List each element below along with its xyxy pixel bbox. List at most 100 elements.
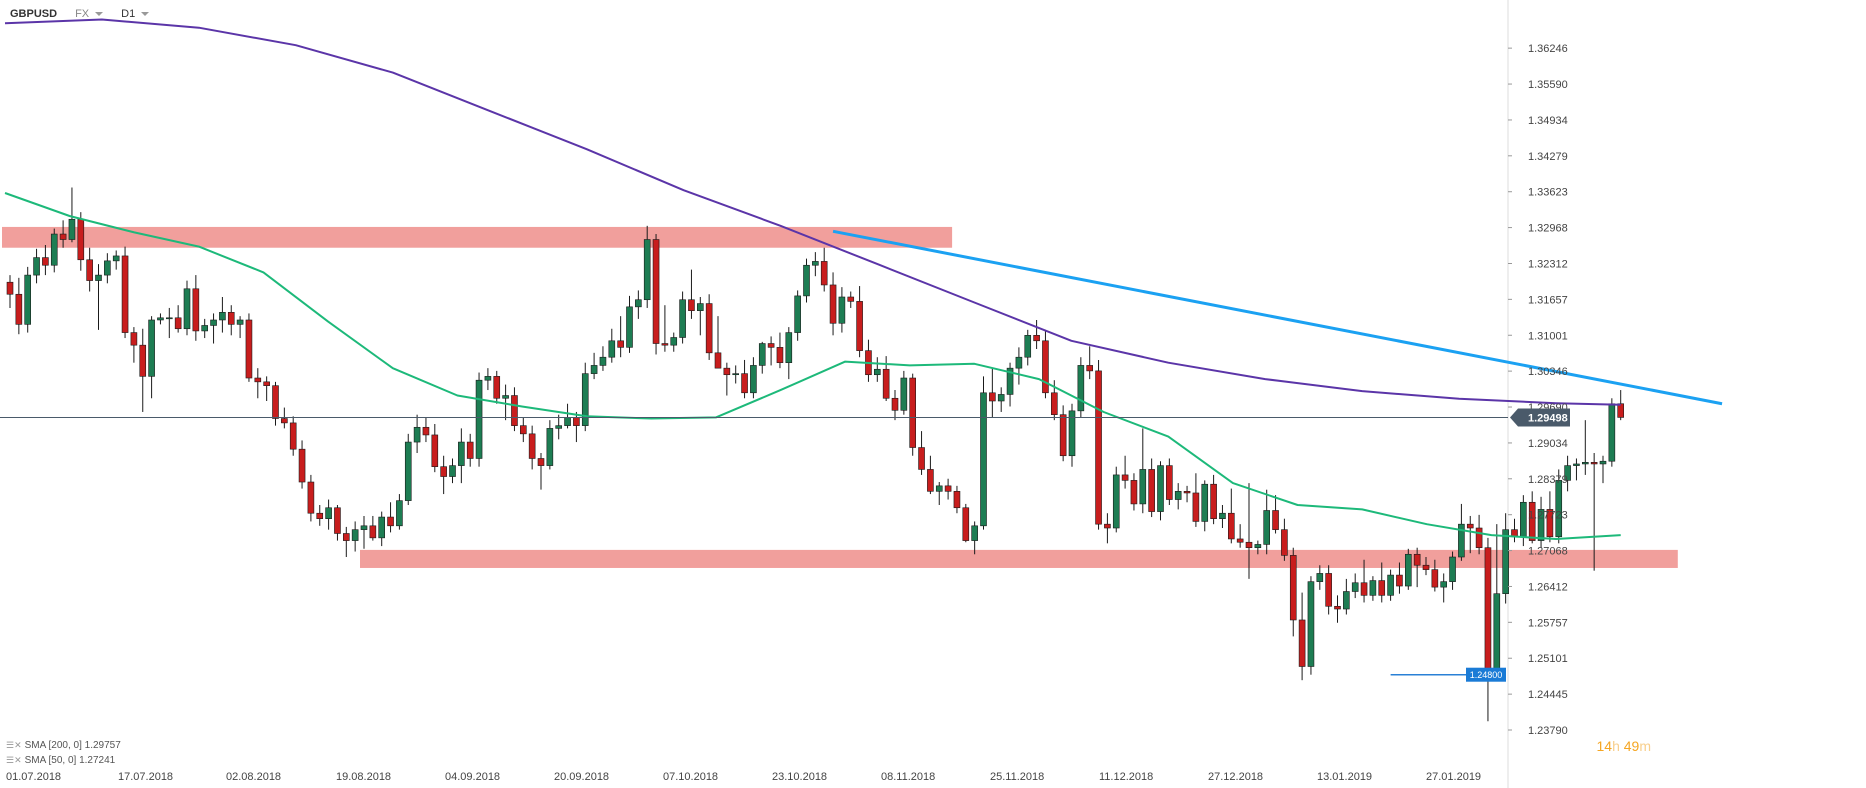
candle-body <box>617 340 624 348</box>
candle-body <box>1210 483 1217 519</box>
x-tick-label: 13.01.2019 <box>1317 771 1372 783</box>
candle-body <box>519 425 527 435</box>
candle-body <box>989 392 996 402</box>
candle-body <box>210 319 217 326</box>
x-tick-label: 11.12.2018 <box>1099 771 1153 783</box>
candle-body <box>1006 367 1014 395</box>
candle-body <box>1413 553 1421 566</box>
y-tick-label: 1.26412 <box>1528 581 1568 593</box>
candle-body <box>1316 573 1324 582</box>
candle-body <box>1475 527 1483 549</box>
candle-body <box>1343 591 1350 610</box>
candle-body <box>1617 403 1624 418</box>
y-tick-label: 1.23790 <box>1528 725 1568 737</box>
candle-body <box>245 319 253 379</box>
candle-body <box>1236 538 1244 543</box>
y-tick-label: 1.34934 <box>1528 115 1568 127</box>
candle-body <box>59 233 67 240</box>
timer-hours: 14 <box>1596 738 1613 754</box>
candle-body <box>1484 547 1492 676</box>
y-tick-label: 1.33623 <box>1528 187 1568 199</box>
candle-body <box>980 392 987 527</box>
resistance-zone-1[interactable] <box>360 549 1678 568</box>
candle-body <box>342 533 350 541</box>
sma200-legend[interactable]: ☰✕ SMA [200, 0] 1.29757 <box>6 740 121 751</box>
candle-body <box>1166 465 1173 500</box>
sma50-legend[interactable]: ☰✕ SMA [50, 0] 1.27241 <box>6 755 115 766</box>
trend-line[interactable] <box>832 229 1723 406</box>
candle-body <box>997 394 1005 402</box>
candle-body <box>1555 480 1563 538</box>
candle-body <box>431 434 439 467</box>
candle-body <box>15 293 23 325</box>
candle-body <box>1272 510 1279 530</box>
candle-body <box>935 485 943 492</box>
y-tick-label: 1.36246 <box>1528 43 1568 55</box>
candle-body <box>1174 491 1182 500</box>
x-tick-label: 27.01.2019 <box>1426 771 1481 783</box>
candle-body <box>528 433 536 459</box>
indicator-layer: 1.24800 <box>0 18 1723 682</box>
candle-body <box>838 296 846 324</box>
candle-body <box>360 525 368 530</box>
candle-body <box>413 426 421 443</box>
candle-body <box>776 347 784 363</box>
candle-body <box>263 381 270 386</box>
candle-body <box>803 264 810 297</box>
settings-close-icon[interactable]: ☰✕ <box>6 755 22 765</box>
market-selector[interactable]: FX <box>75 8 104 20</box>
candle-body <box>289 422 297 450</box>
candle-body <box>1590 462 1598 465</box>
candle-body <box>121 255 129 333</box>
interval-selector[interactable]: D1 <box>121 8 150 20</box>
candle-body <box>1564 465 1571 481</box>
sma200-legend-label: SMA [200, 0] 1.29757 <box>24 740 121 751</box>
candle-body <box>1360 582 1368 596</box>
candle-body <box>661 343 669 346</box>
symbol-label[interactable]: GBPUSD <box>10 8 58 20</box>
x-tick-label: 20.09.2018 <box>554 771 609 783</box>
candle-body <box>590 365 598 374</box>
x-tick-label: 02.08.2018 <box>226 771 281 783</box>
candle-body <box>705 303 713 354</box>
candle-body <box>900 377 908 411</box>
candle-body <box>555 425 563 429</box>
candle-body <box>873 368 881 376</box>
candle-body <box>696 303 704 311</box>
settings-close-icon[interactable]: ☰✕ <box>6 740 22 750</box>
candle-body <box>856 301 863 351</box>
candle-body <box>1325 573 1332 607</box>
x-tick-label: 01.07.2018 <box>6 771 61 783</box>
candle-body <box>750 365 757 394</box>
candle-body <box>387 516 394 527</box>
y-tick-label: 1.34279 <box>1528 151 1568 163</box>
candle-body <box>281 418 288 424</box>
candle-body <box>1077 365 1085 412</box>
candle-body <box>86 259 93 281</box>
market-label: FX <box>75 8 90 20</box>
sma50-line[interactable] <box>4 192 1621 540</box>
interval-label: D1 <box>121 8 136 20</box>
candle-body <box>847 296 855 302</box>
candle-body <box>183 288 191 330</box>
candle-body <box>652 239 660 344</box>
candle-body <box>148 319 155 377</box>
sma200-line[interactable] <box>4 18 1621 406</box>
candle-body <box>927 469 934 492</box>
candle-body <box>458 441 465 466</box>
candle-body <box>1405 553 1412 587</box>
candle-body <box>1608 403 1616 462</box>
y-tick-label: 1.32968 <box>1528 223 1568 235</box>
candle-body <box>1121 474 1129 481</box>
candle-body <box>679 299 686 338</box>
zone-layer <box>2 226 1678 568</box>
candle-body <box>1449 556 1456 582</box>
timer-h-label: h <box>1612 738 1620 754</box>
candle-body <box>1281 529 1288 556</box>
candle-body <box>599 356 607 366</box>
candle-body <box>537 458 545 466</box>
resistance-zone-0[interactable] <box>2 226 953 248</box>
candle-body <box>449 465 456 477</box>
candle-body <box>24 274 32 325</box>
